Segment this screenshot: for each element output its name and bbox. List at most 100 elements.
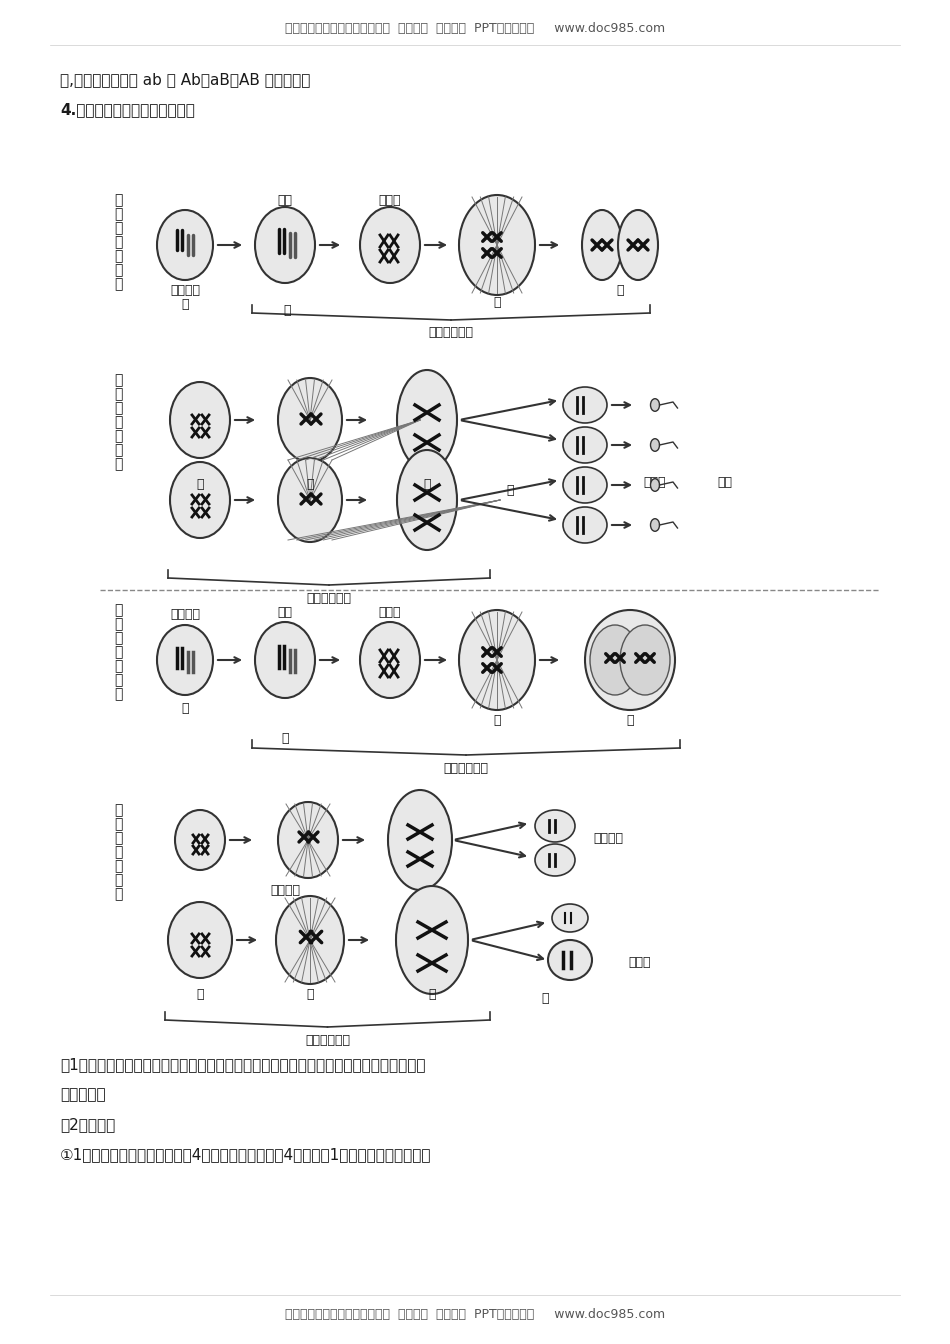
Ellipse shape <box>397 370 457 470</box>
Ellipse shape <box>548 939 592 980</box>
Text: 二: 二 <box>114 415 123 429</box>
Ellipse shape <box>157 210 213 280</box>
Text: 前: 前 <box>197 478 203 492</box>
Text: 小学、初中、高中各种试卷真题  知识归纳  文案合同  PPT等免费下载     www.doc985.com: 小学、初中、高中各种试卷真题 知识归纳 文案合同 PPT等免费下载 www.do… <box>285 22 665 35</box>
Text: 减: 减 <box>114 374 123 387</box>
Text: 减: 减 <box>114 802 123 817</box>
Text: 中: 中 <box>493 714 501 727</box>
Text: 一: 一 <box>114 645 123 659</box>
Text: 分: 分 <box>114 673 123 687</box>
Text: 第: 第 <box>114 220 123 235</box>
Text: 精细胞: 精细胞 <box>644 477 666 489</box>
Ellipse shape <box>360 622 420 698</box>
Text: 数: 数 <box>114 817 123 831</box>
Ellipse shape <box>388 790 452 890</box>
Ellipse shape <box>651 399 659 411</box>
Text: 裂: 裂 <box>114 277 123 292</box>
Text: 第: 第 <box>114 630 123 645</box>
Ellipse shape <box>459 195 535 294</box>
Text: 后: 后 <box>428 988 436 1001</box>
Text: 卵原细胞: 卵原细胞 <box>170 609 200 621</box>
Text: 后: 后 <box>626 714 634 727</box>
Text: 一: 一 <box>114 235 123 249</box>
Text: 间: 间 <box>181 702 189 715</box>
Ellipse shape <box>590 625 640 695</box>
Text: 巢形成的。: 巢形成的。 <box>60 1087 105 1102</box>
Ellipse shape <box>585 610 675 710</box>
Text: 四分体: 四分体 <box>379 194 401 207</box>
Ellipse shape <box>276 896 344 984</box>
Text: 第: 第 <box>114 401 123 415</box>
Text: 中: 中 <box>493 297 501 309</box>
Text: 第: 第 <box>114 831 123 845</box>
Text: 次: 次 <box>114 659 123 673</box>
Text: 卵细胞: 卵细胞 <box>629 956 652 969</box>
Text: 分: 分 <box>114 444 123 457</box>
Ellipse shape <box>563 466 607 503</box>
Text: 精子: 精子 <box>717 477 732 489</box>
Ellipse shape <box>157 625 213 695</box>
Text: ①1个精原细胞经减数分裂形成4个精细胞，变形形成4个精子，1个卵原细胞经减数分裂: ①1个精原细胞经减数分裂形成4个精细胞，变形形成4个精子，1个卵原细胞经减数分裂 <box>60 1148 431 1163</box>
Text: 前: 前 <box>283 304 291 316</box>
Ellipse shape <box>396 886 468 995</box>
Text: 裂: 裂 <box>114 457 123 470</box>
Ellipse shape <box>459 610 535 710</box>
Text: 减: 减 <box>114 194 123 207</box>
Ellipse shape <box>397 450 457 550</box>
Ellipse shape <box>170 462 230 538</box>
Ellipse shape <box>255 207 315 284</box>
Text: 中: 中 <box>306 478 314 492</box>
Ellipse shape <box>278 802 338 878</box>
Text: 数: 数 <box>114 387 123 401</box>
Text: 数: 数 <box>114 617 123 630</box>
Text: 前: 前 <box>197 988 203 1001</box>
Text: 4.精子和卵细胞的形成过程比较: 4.精子和卵细胞的形成过程比较 <box>60 102 195 117</box>
Ellipse shape <box>618 210 658 280</box>
Ellipse shape <box>552 905 588 931</box>
Text: 次级卵母细胞: 次级卵母细胞 <box>305 1034 350 1047</box>
Text: 初级卵母细胞: 初级卵母细胞 <box>444 762 488 774</box>
Ellipse shape <box>651 438 659 452</box>
Ellipse shape <box>360 207 420 284</box>
Text: 联会: 联会 <box>277 194 293 207</box>
Text: （1）场所不同：人和其他哺乳动物的精子是在睾丸中的曲细精管内形成的。卵细胞是在卵: （1）场所不同：人和其他哺乳动物的精子是在睾丸中的曲细精管内形成的。卵细胞是在卵 <box>60 1058 426 1073</box>
Text: 第一极体: 第一极体 <box>270 883 300 896</box>
Text: 二: 二 <box>114 845 123 859</box>
Ellipse shape <box>563 507 607 543</box>
Text: 前: 前 <box>281 731 289 745</box>
Ellipse shape <box>651 519 659 531</box>
Ellipse shape <box>535 810 575 841</box>
Text: 四分体: 四分体 <box>379 606 401 618</box>
Text: 次: 次 <box>114 249 123 263</box>
Ellipse shape <box>278 458 342 542</box>
Text: 第二极体: 第二极体 <box>593 832 623 844</box>
Text: 分: 分 <box>114 263 123 277</box>
Ellipse shape <box>620 625 670 695</box>
Text: 子,若互换则可产生 ab 和 Ab、aB、AB 四种配子。: 子,若互换则可产生 ab 和 Ab、aB、AB 四种配子。 <box>60 73 311 87</box>
Ellipse shape <box>255 622 315 698</box>
Text: 数: 数 <box>114 207 123 220</box>
Ellipse shape <box>175 810 225 870</box>
Text: 末: 末 <box>506 484 514 496</box>
Ellipse shape <box>563 387 607 423</box>
Text: 中: 中 <box>306 988 314 1001</box>
Ellipse shape <box>170 382 230 458</box>
Text: 后: 后 <box>617 284 624 297</box>
Text: 分: 分 <box>114 874 123 887</box>
Text: 间: 间 <box>181 298 189 312</box>
Text: 次级精母细胞: 次级精母细胞 <box>307 591 352 605</box>
Ellipse shape <box>582 210 622 280</box>
Ellipse shape <box>278 378 342 462</box>
Ellipse shape <box>168 902 232 978</box>
Text: 初级精母细胞: 初级精母细胞 <box>428 327 473 340</box>
Text: 联会: 联会 <box>277 606 293 618</box>
Ellipse shape <box>535 844 575 876</box>
Text: 裂: 裂 <box>114 687 123 702</box>
Text: 次: 次 <box>114 429 123 444</box>
Ellipse shape <box>563 427 607 462</box>
Text: 精原细胞: 精原细胞 <box>170 284 200 297</box>
Text: 裂: 裂 <box>114 887 123 900</box>
Text: 后: 后 <box>424 478 430 492</box>
Text: 减: 减 <box>114 603 123 617</box>
Text: 次: 次 <box>114 859 123 874</box>
